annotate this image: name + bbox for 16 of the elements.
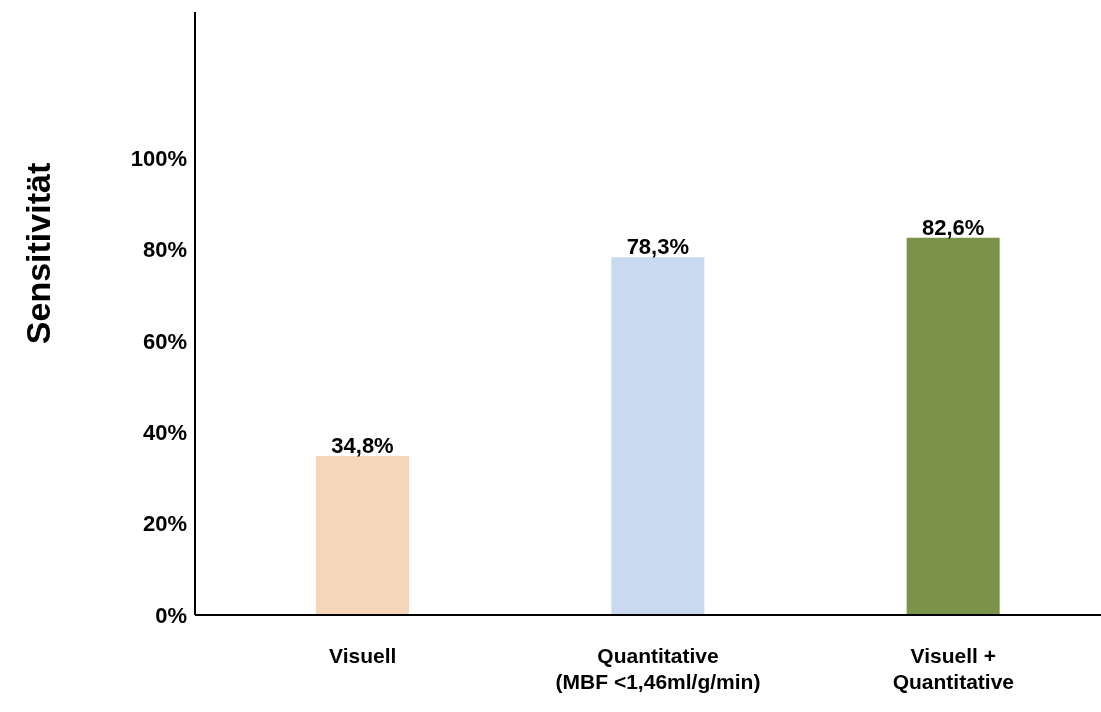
y-tick-label: 60%	[142, 328, 187, 354]
y-axis-title: Sensitivität	[19, 162, 58, 345]
bar	[316, 456, 409, 615]
y-tick-label: 40%	[142, 420, 187, 446]
data-label: 34,8%	[331, 433, 394, 459]
y-tick-label: 0%	[155, 602, 187, 628]
x-tick-label: Quantitative (MBF <1,46ml/g/min)	[555, 644, 761, 693]
bar	[611, 257, 705, 615]
data-label: 82,6%	[921, 214, 985, 240]
data-label: 78,3%	[626, 234, 690, 260]
bar	[906, 237, 1000, 615]
x-tick-label: Visuell + Quantitative	[892, 644, 1015, 693]
y-tick-label: 80%	[142, 237, 187, 263]
y-tick-label: 100%	[130, 145, 187, 171]
y-tick-label: 20%	[142, 511, 187, 537]
x-tick-label: Visuell	[329, 644, 397, 667]
